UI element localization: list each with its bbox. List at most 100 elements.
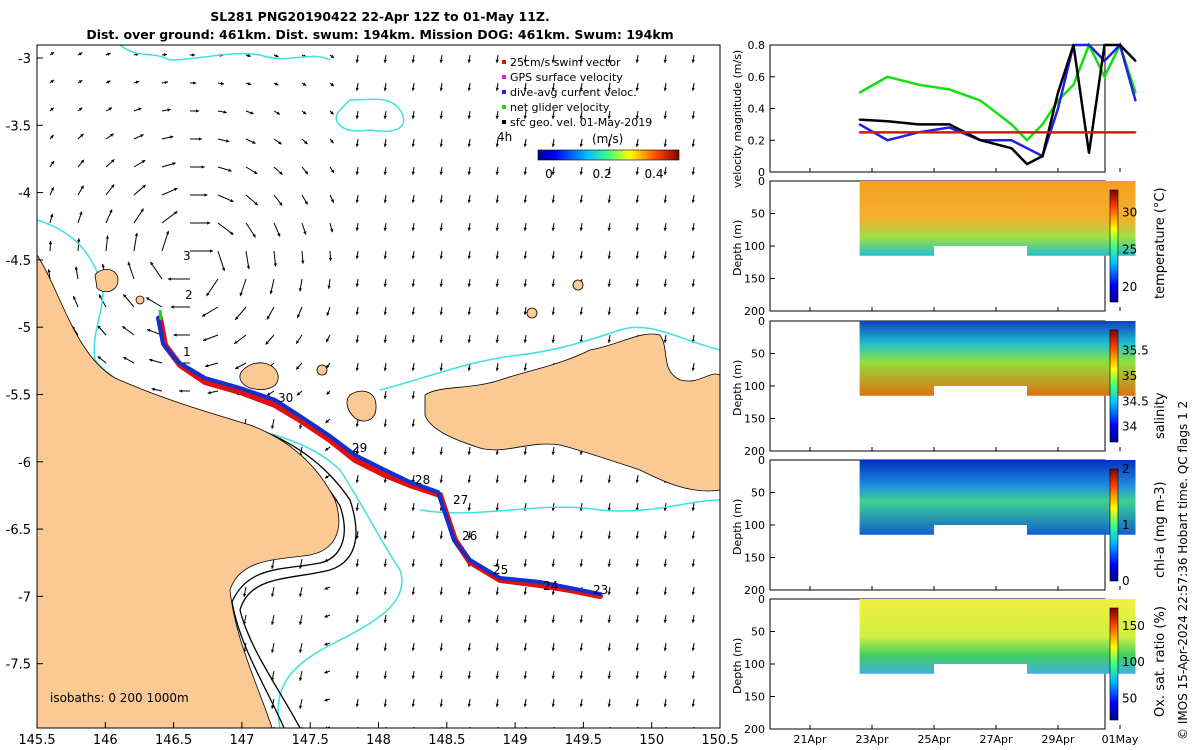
isobath-1000m-east (379, 326, 720, 514)
current-arrowhead (495, 87, 499, 91)
current-arrowhead (50, 187, 54, 191)
current-arrowhead (383, 59, 387, 63)
current-arrowhead (523, 367, 527, 371)
current-arrowhead (140, 208, 144, 213)
current-arrowhead (411, 563, 415, 567)
map-x-tick-label: 147 (229, 733, 254, 748)
depth-tick-label: 0 (758, 593, 765, 606)
current-arrowhead (468, 732, 471, 735)
velocity-point (1010, 139, 1013, 142)
current-arrowhead (220, 81, 225, 86)
current-arrowhead (495, 339, 499, 343)
current-arrowhead (579, 535, 583, 539)
current-arrowhead (551, 507, 555, 511)
current-arrowhead (221, 267, 226, 272)
current-arrowhead (551, 591, 555, 595)
current-arrowhead (411, 255, 415, 259)
current-arrowhead (265, 341, 269, 345)
current-arrowhead (324, 642, 328, 646)
current-arrowhead (635, 115, 639, 119)
current-arrowhead (663, 619, 667, 623)
current-arrowhead (551, 143, 555, 147)
current-arrowhead (439, 451, 443, 455)
current-arrowhead (439, 535, 443, 539)
current-arrowhead (551, 255, 555, 259)
depth-tick-label: 200 (744, 445, 765, 458)
current-arrowhead (691, 703, 695, 707)
day-label-3: 3 (183, 249, 191, 263)
current-arrowhead (411, 395, 415, 399)
current-arrowhead (266, 316, 270, 320)
map-x-tick-label: 147.5 (292, 733, 329, 748)
current-arrowhead (355, 339, 359, 343)
velocity-point (1103, 59, 1106, 62)
velocity-point (1026, 131, 1028, 134)
current-arrowhead (579, 143, 583, 147)
current-arrowhead (355, 283, 359, 287)
isobaths-label: isobaths: 0 200 1000m (50, 691, 189, 705)
depth-tick-label: 150 (744, 413, 765, 426)
velocity-point (1103, 44, 1106, 46)
current-arrowhead (467, 339, 471, 343)
current-arrowhead (383, 395, 387, 399)
current-arrowhead (635, 59, 639, 63)
current-arrowhead (270, 621, 275, 625)
current-arrowhead (296, 366, 300, 370)
heatmap-colorbar (1109, 189, 1119, 303)
current-arrowhead (523, 591, 527, 595)
current-arrowhead (635, 619, 639, 623)
current-arrowhead (607, 507, 611, 511)
current-arrowhead (467, 283, 471, 287)
current-arrowhead (467, 87, 471, 91)
land-new-guinea (37, 254, 340, 728)
current-arrowhead (691, 143, 695, 147)
current-arrowhead (523, 647, 527, 651)
current-arrowhead (439, 143, 443, 147)
current-arrowhead (551, 87, 555, 91)
velocity-point (1041, 123, 1044, 126)
depth-tick-label: 150 (744, 691, 765, 704)
current-arrowhead (328, 257, 333, 261)
current-arrowhead (326, 312, 330, 316)
day-label-27: 27 (453, 493, 468, 507)
velocity-point (886, 120, 889, 123)
current-arrowhead (270, 649, 275, 653)
current-arrowhead (109, 209, 113, 213)
legend-swim-vector: 25cm/s swim vector (510, 56, 621, 69)
current-arrowhead (302, 82, 307, 86)
current-arrowhead (635, 507, 639, 511)
velocity-ylabel: velocity magnitude (m/s) (731, 50, 744, 188)
current-arrowhead (691, 171, 695, 175)
current-arrowhead (355, 143, 359, 147)
velocity-point (948, 123, 951, 126)
current-arrowhead (230, 198, 234, 203)
current-arrowhead (691, 199, 695, 203)
current-arrowhead (50, 161, 54, 165)
velocity-y-tick-label: 0.4 (748, 103, 766, 116)
current-arrowhead (411, 675, 415, 679)
velocity-point (1010, 147, 1013, 150)
current-arrowhead (205, 364, 209, 368)
current-arrowhead (225, 139, 230, 143)
velocity-y-tick-label: 0.6 (748, 71, 766, 84)
current-arrowhead (607, 563, 611, 567)
current-arrowhead (270, 565, 275, 569)
map-x-tick-label: 149.5 (565, 733, 602, 748)
heatmap-panel-2: 0 50 100 150 200 Depth (m) 34 34.5 35 35.5 salinit… (731, 315, 1168, 458)
heatmap-colorbar (1109, 468, 1119, 582)
colorbar-tick-02: 0.2 (592, 167, 611, 181)
current-arrowhead (355, 423, 359, 427)
map-x-tick-label: 149 (503, 733, 528, 748)
current-arrowhead (164, 80, 169, 85)
depth-tick-label: 50 (751, 208, 765, 221)
velocity-point (1072, 131, 1075, 134)
current-arrowhead (607, 619, 611, 623)
current-arrowhead (330, 54, 335, 58)
depth-tick-label: 100 (744, 658, 765, 671)
colorbar-label: temperature (°C) (1153, 187, 1168, 299)
map-x-tick-label: 145.5 (18, 733, 55, 748)
current-arrowhead (74, 266, 79, 270)
current-arrowhead (163, 53, 167, 57)
velocity-point (1041, 131, 1044, 134)
colorbar-tick-label: 34 (1122, 420, 1137, 434)
